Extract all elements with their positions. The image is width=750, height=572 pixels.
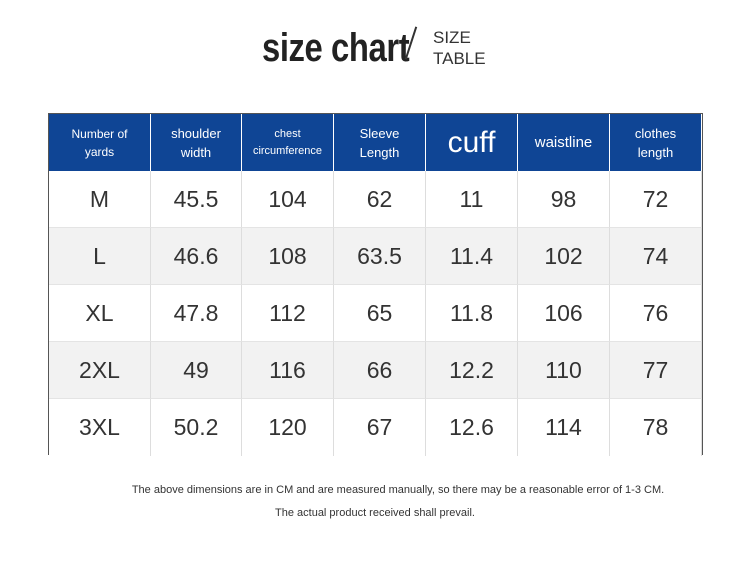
header-cell: chest circumference bbox=[242, 114, 334, 171]
table-cell: 11.8 bbox=[426, 285, 518, 342]
header-text: cuff bbox=[447, 125, 496, 159]
header-text: length bbox=[637, 144, 674, 160]
header-text: Length bbox=[359, 144, 400, 160]
table-cell: 116 bbox=[242, 342, 334, 399]
table-cell: 45.5 bbox=[151, 171, 242, 228]
header-cell: shoulder width bbox=[151, 114, 242, 171]
table-cell: 112 bbox=[242, 285, 334, 342]
table-cell: 120 bbox=[242, 399, 334, 456]
table-cell: 49 bbox=[151, 342, 242, 399]
table-cell: 110 bbox=[518, 342, 610, 399]
table-cell: 102 bbox=[518, 228, 610, 285]
table-cell: 50.2 bbox=[151, 399, 242, 456]
table-cell: XL bbox=[49, 285, 151, 342]
table-cell: 74 bbox=[610, 228, 702, 285]
header-text: yards bbox=[84, 144, 115, 159]
table-cell: 114 bbox=[518, 399, 610, 456]
header-text: chest bbox=[274, 127, 301, 140]
note: The actual product received shall prevai… bbox=[275, 507, 475, 519]
table-cell: 11.4 bbox=[426, 228, 518, 285]
header-text: Sleeve bbox=[359, 125, 400, 141]
header-cell: cuff bbox=[426, 114, 518, 171]
table-cell: 98 bbox=[518, 171, 610, 228]
header-cell: clothes length bbox=[610, 114, 702, 171]
table-cell: 76 bbox=[610, 285, 702, 342]
table-cell: 46.6 bbox=[151, 228, 242, 285]
table-cell: 2XL bbox=[49, 342, 151, 399]
table-cell: 77 bbox=[610, 342, 702, 399]
header-cell: Number of yards bbox=[49, 114, 151, 171]
header-text: circumference bbox=[252, 144, 323, 157]
header-text: width bbox=[180, 144, 212, 160]
table-cell: 11 bbox=[426, 171, 518, 228]
header-cell: Sleeve Length bbox=[334, 114, 426, 171]
note: The above dimensions are in CM and are m… bbox=[131, 484, 665, 496]
table-cell: 78 bbox=[610, 399, 702, 456]
table-cell: 3XL bbox=[49, 399, 151, 456]
table-cell: 63.5 bbox=[334, 228, 426, 285]
header-text: Number of bbox=[71, 126, 128, 141]
table-cell: M bbox=[49, 171, 151, 228]
table-cell: L bbox=[49, 228, 151, 285]
header-text: clothes bbox=[634, 125, 677, 141]
subtitle-line: SIZE bbox=[433, 28, 471, 47]
table-cell: 12.2 bbox=[426, 342, 518, 399]
header-cell: waistline bbox=[518, 114, 610, 171]
header-text: shoulder bbox=[171, 125, 221, 141]
size-table: Number of yards shoulder width chest circumfe… bbox=[48, 113, 703, 456]
subtitle: SIZE TABLE bbox=[433, 27, 486, 69]
table-cell: 66 bbox=[334, 342, 426, 399]
table-cell: 67 bbox=[334, 399, 426, 456]
table-cell: 62 bbox=[334, 171, 426, 228]
subtitle-line: TABLE bbox=[433, 49, 486, 68]
table-cell: 106 bbox=[518, 285, 610, 342]
header-text: waistline bbox=[534, 134, 593, 151]
table-cell: 108 bbox=[242, 228, 334, 285]
table-cell: 104 bbox=[242, 171, 334, 228]
table-cell: 65 bbox=[334, 285, 426, 342]
table-cell: 47.8 bbox=[151, 285, 242, 342]
table-cell: 12.6 bbox=[426, 399, 518, 456]
table-cell: 72 bbox=[610, 171, 702, 228]
title: size chart bbox=[262, 26, 410, 70]
